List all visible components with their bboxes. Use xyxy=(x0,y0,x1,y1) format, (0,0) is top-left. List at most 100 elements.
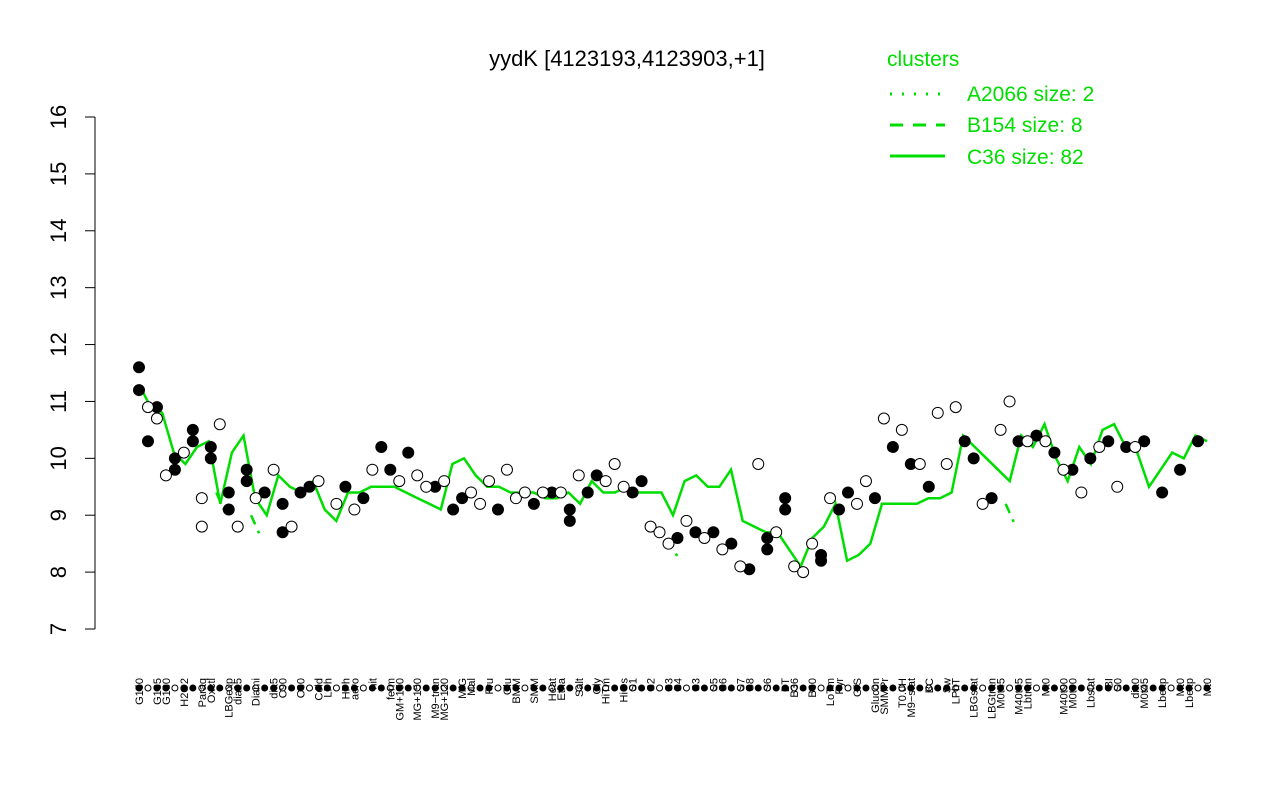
point-open xyxy=(806,537,819,550)
rug-mark xyxy=(350,684,358,692)
legend-label-c36: C36 size: 82 xyxy=(967,146,1084,169)
rug-mark xyxy=(162,684,170,692)
point-open xyxy=(797,566,810,579)
category-label: M9−stat xyxy=(906,678,918,717)
point-filled xyxy=(204,440,217,453)
rug-mark xyxy=(323,684,331,692)
category-label: S3 xyxy=(690,678,702,691)
point-filled xyxy=(276,526,289,539)
point-filled xyxy=(384,463,397,476)
rug-mark xyxy=(898,684,906,692)
point-filled xyxy=(671,531,684,544)
rug-mark xyxy=(988,684,996,692)
point-filled xyxy=(276,497,289,510)
point-open xyxy=(698,531,711,544)
point-filled xyxy=(581,486,594,499)
point-filled xyxy=(133,361,145,374)
point-open xyxy=(195,520,208,533)
category-label: Sw xyxy=(942,678,954,693)
rug-mark xyxy=(727,684,735,692)
category-label: BMM xyxy=(511,678,523,704)
rug-mark xyxy=(575,684,583,692)
point-filled xyxy=(922,480,935,493)
point-open xyxy=(231,520,244,533)
category-label: C90 xyxy=(278,678,290,698)
point-filled xyxy=(456,492,469,505)
point-filled xyxy=(707,526,720,539)
rug-mark xyxy=(216,684,224,692)
rug-mark xyxy=(961,684,969,692)
point-open xyxy=(348,503,361,516)
point-open xyxy=(150,412,163,425)
category-label: Heat xyxy=(547,678,559,701)
category-label: S5 xyxy=(708,678,720,691)
rug-mark xyxy=(1113,684,1121,692)
rug-mark xyxy=(539,684,547,692)
point-open xyxy=(644,520,657,533)
point-open xyxy=(1111,480,1124,493)
point-filled xyxy=(563,503,576,516)
rug-mark xyxy=(306,684,314,692)
point-filled xyxy=(491,503,504,516)
point-open xyxy=(734,560,747,573)
rug-mark xyxy=(691,684,699,692)
point-open xyxy=(949,401,962,414)
rug-mark xyxy=(638,684,646,692)
rug-mark xyxy=(772,684,780,692)
category-label: HiTm xyxy=(601,678,613,704)
rug-mark xyxy=(943,684,951,692)
point-open xyxy=(913,458,926,471)
rug-mark xyxy=(171,684,179,692)
point-filled xyxy=(168,463,181,476)
legend-label-a2066: A2066 size: 2 xyxy=(967,83,1094,106)
point-open xyxy=(994,423,1007,436)
category-label: LBGexp xyxy=(224,678,236,718)
category-label: M/G xyxy=(457,678,469,699)
category-label: S4 xyxy=(673,678,685,691)
rug-mark xyxy=(135,684,143,692)
rug-mark xyxy=(413,684,421,692)
rug-mark xyxy=(476,684,484,692)
point-filled xyxy=(339,480,352,493)
point-filled xyxy=(186,423,199,436)
point-open xyxy=(500,463,513,476)
point-open xyxy=(931,406,944,419)
category-label: LBGstat xyxy=(969,678,981,718)
point-filled xyxy=(447,503,460,516)
point-filled xyxy=(868,492,881,505)
rug-mark xyxy=(566,684,574,692)
rug-mark xyxy=(889,684,897,692)
y-tick-label: 13 xyxy=(46,275,71,299)
point-filled xyxy=(967,452,980,465)
rug-mark xyxy=(1086,684,1094,692)
rug-mark xyxy=(341,684,349,692)
rug-mark xyxy=(377,684,385,692)
rug-mark xyxy=(718,684,726,692)
rug-mark xyxy=(862,684,870,692)
point-filled xyxy=(204,452,217,465)
rug-mark xyxy=(1194,684,1202,692)
point-open xyxy=(213,418,226,431)
point-open xyxy=(267,463,280,476)
category-label: Etha xyxy=(556,677,568,701)
point-open xyxy=(195,492,208,505)
rug-mark xyxy=(1149,684,1157,692)
point-open xyxy=(877,412,890,425)
rug-mark xyxy=(754,684,762,692)
point-filled xyxy=(725,537,738,550)
point-filled xyxy=(1138,435,1151,448)
category-label: M0t90 xyxy=(1067,678,1079,709)
point-filled xyxy=(842,486,855,499)
point-open xyxy=(518,486,531,499)
rug-mark xyxy=(790,684,798,692)
category-label: M40t45 xyxy=(1014,678,1026,715)
category-label: aero xyxy=(349,678,361,700)
rug-mark xyxy=(1015,684,1023,692)
rug-mark xyxy=(252,684,260,692)
point-filled xyxy=(833,503,846,516)
point-open xyxy=(1075,486,1088,499)
category-label: LPh xyxy=(323,678,335,698)
rug-mark xyxy=(925,684,933,692)
rug-mark xyxy=(189,684,197,692)
